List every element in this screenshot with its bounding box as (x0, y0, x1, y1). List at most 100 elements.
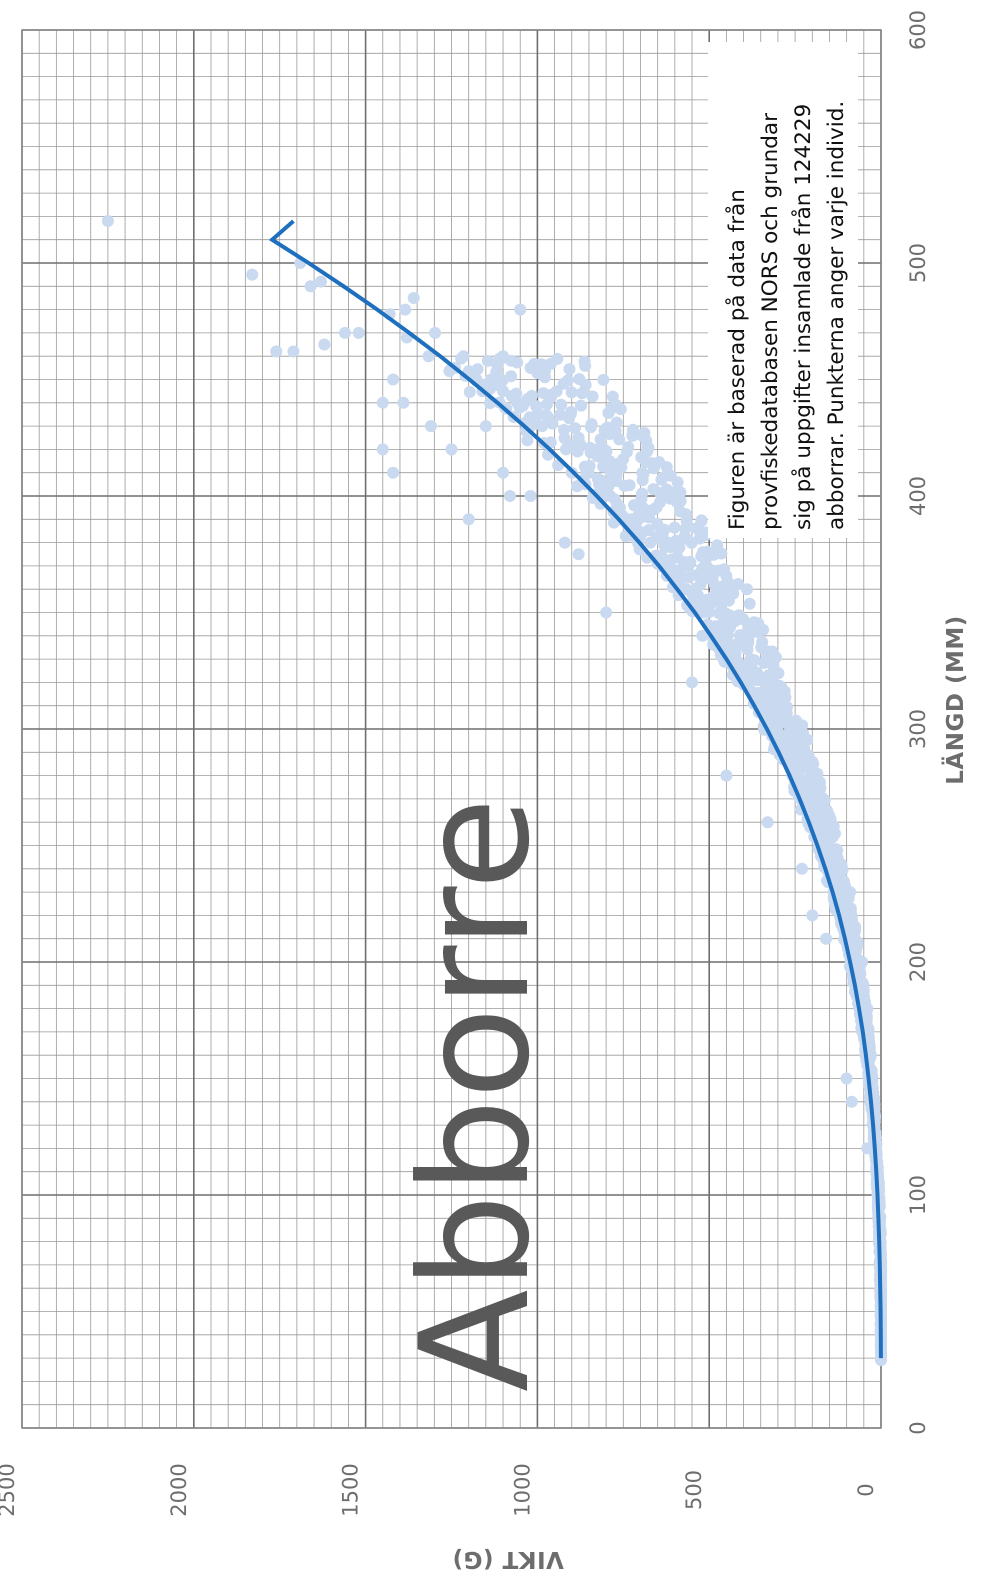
data-point (591, 472, 604, 485)
data-point (707, 589, 720, 602)
y-tick-label: 500 (682, 1470, 706, 1510)
y-axis-title: VIKT (G) (452, 1546, 564, 1572)
annotation-line: sig på uppgifter insamlade från 124229 (790, 104, 816, 530)
data-point (535, 358, 548, 371)
data-point (790, 714, 803, 727)
data-point (671, 551, 684, 564)
data-point (657, 471, 670, 484)
data-point (780, 700, 793, 713)
data-point (555, 398, 568, 411)
data-point (638, 426, 651, 439)
data-point (773, 679, 786, 692)
annotation-line: provfiskedatabasen NORS och grundar (758, 113, 783, 530)
x-tick-label: 400 (906, 476, 930, 516)
data-point (674, 486, 687, 499)
data-point (565, 386, 578, 399)
data-point (668, 521, 681, 534)
data-point (761, 816, 774, 829)
data-point (681, 532, 694, 545)
data-point (600, 606, 613, 619)
data-point (387, 373, 400, 386)
data-point (820, 932, 833, 945)
data-point (583, 441, 596, 454)
data-point (376, 443, 389, 456)
data-point (314, 275, 327, 288)
data-point (471, 363, 484, 376)
data-point (318, 338, 331, 351)
data-point (479, 420, 492, 433)
data-point (495, 352, 508, 365)
data-point (497, 466, 510, 479)
data-point (304, 280, 317, 293)
chart-title: Abborre (389, 797, 563, 1392)
data-point (429, 326, 442, 339)
data-point (608, 493, 621, 506)
data-point (270, 345, 283, 358)
data-point (530, 400, 543, 413)
data-point (352, 326, 365, 339)
data-point (655, 549, 668, 562)
data-point (748, 654, 761, 667)
data-point (287, 345, 300, 358)
data-point (696, 629, 709, 642)
data-point (756, 636, 769, 649)
y-tick-label: 1000 (510, 1463, 534, 1516)
x-tick-label: 0 (906, 1421, 930, 1434)
data-point (610, 416, 623, 429)
data-point (658, 539, 671, 552)
data-point (594, 433, 607, 446)
data-point (558, 423, 571, 436)
y-tick-label: 2500 (0, 1463, 19, 1516)
y-tick-label: 2000 (167, 1463, 191, 1516)
data-point (732, 609, 745, 622)
data-point (524, 490, 537, 502)
data-point (653, 456, 666, 469)
data-point (660, 483, 673, 496)
data-point (795, 862, 808, 875)
data-point (565, 406, 578, 419)
data-point (697, 546, 710, 559)
data-point (550, 385, 563, 398)
data-point (568, 422, 581, 435)
data-point (455, 352, 468, 365)
data-point (551, 352, 564, 365)
y-tick-label: 0 (854, 1483, 878, 1496)
x-axis-ticks: 0 100 200 300 400 500 600 (906, 10, 930, 1435)
data-point (246, 268, 259, 281)
x-axis-title: LÄNGD (MM) (941, 615, 969, 784)
data-point (586, 390, 599, 403)
data-point (598, 424, 611, 437)
x-tick-label: 200 (906, 942, 930, 982)
data-point (712, 564, 725, 577)
fit-curve-line (268, 219, 883, 1359)
data-point (554, 408, 567, 421)
data-point (505, 354, 518, 367)
data-point (521, 392, 534, 405)
data-point (481, 354, 494, 367)
data-point (653, 496, 666, 509)
plot-frame (21, 29, 882, 1429)
annotation-background (708, 42, 858, 538)
data-point (561, 374, 574, 387)
data-point (510, 387, 523, 400)
data-point (101, 215, 114, 228)
data-point (683, 555, 696, 568)
data-point (840, 1072, 853, 1085)
data-point (597, 373, 610, 386)
annotation-text: Figuren är baserad på data från provfiske… (724, 101, 849, 530)
data-point (695, 514, 708, 527)
data-point (563, 363, 576, 376)
data-point (623, 479, 636, 492)
data-point (462, 513, 475, 526)
data-point (540, 409, 553, 422)
data-point (397, 396, 410, 409)
data-point (672, 536, 685, 549)
data-point (376, 396, 389, 409)
data-point (636, 466, 649, 479)
data-point (514, 303, 527, 316)
data-point (748, 616, 761, 629)
data-point (424, 420, 437, 433)
data-point (598, 443, 611, 456)
data-point (806, 909, 819, 922)
